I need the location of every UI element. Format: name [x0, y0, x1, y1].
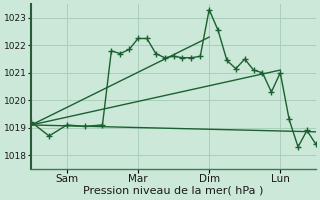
X-axis label: Pression niveau de la mer( hPa ): Pression niveau de la mer( hPa )	[84, 186, 264, 196]
